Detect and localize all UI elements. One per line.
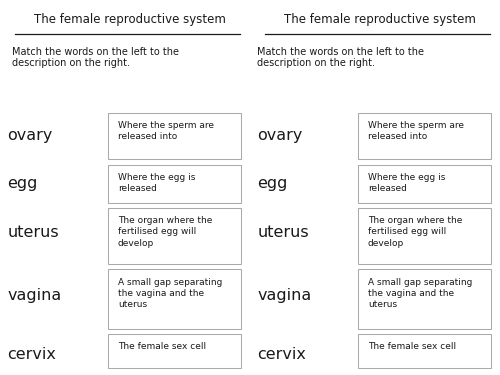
FancyBboxPatch shape [358, 269, 492, 328]
FancyBboxPatch shape [108, 208, 242, 264]
Text: cervix: cervix [258, 347, 306, 362]
Text: uterus: uterus [258, 225, 309, 240]
FancyBboxPatch shape [358, 165, 492, 202]
Text: The female sex cell: The female sex cell [118, 342, 206, 351]
FancyBboxPatch shape [358, 208, 492, 264]
Text: vagina: vagina [8, 288, 62, 303]
FancyBboxPatch shape [108, 269, 242, 328]
Text: The organ where the
fertilised egg will
develop: The organ where the fertilised egg will … [118, 216, 212, 248]
Text: A small gap separating
the vagina and the
uterus: A small gap separating the vagina and th… [368, 278, 472, 309]
Text: vagina: vagina [258, 288, 312, 303]
Text: Match the words on the left to the
description on the right.: Match the words on the left to the descr… [12, 47, 179, 69]
FancyBboxPatch shape [358, 334, 492, 368]
Text: cervix: cervix [8, 347, 56, 362]
Text: egg: egg [258, 176, 288, 191]
Text: Where the egg is
released: Where the egg is released [368, 173, 445, 194]
Text: Match the words on the left to the
description on the right.: Match the words on the left to the descr… [258, 47, 424, 69]
Text: The female reproductive system: The female reproductive system [34, 13, 226, 26]
FancyBboxPatch shape [108, 112, 242, 159]
Text: The organ where the
fertilised egg will
develop: The organ where the fertilised egg will … [368, 216, 462, 248]
Text: A small gap separating
the vagina and the
uterus: A small gap separating the vagina and th… [118, 278, 222, 309]
FancyBboxPatch shape [108, 165, 242, 202]
Text: Where the sperm are
released into: Where the sperm are released into [118, 121, 214, 141]
Text: egg: egg [8, 176, 38, 191]
Text: ovary: ovary [8, 129, 53, 144]
FancyBboxPatch shape [358, 112, 492, 159]
Text: The female reproductive system: The female reproductive system [284, 13, 476, 26]
Text: ovary: ovary [258, 129, 303, 144]
Text: uterus: uterus [8, 225, 59, 240]
Text: Where the sperm are
released into: Where the sperm are released into [368, 121, 464, 141]
FancyBboxPatch shape [108, 334, 242, 368]
Text: The female sex cell: The female sex cell [368, 342, 456, 351]
Text: Where the egg is
released: Where the egg is released [118, 173, 195, 194]
